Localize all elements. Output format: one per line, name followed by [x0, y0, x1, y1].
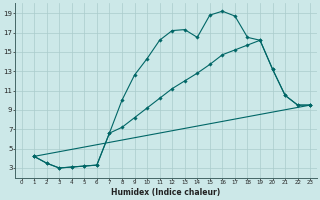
X-axis label: Humidex (Indice chaleur): Humidex (Indice chaleur) [111, 188, 220, 197]
